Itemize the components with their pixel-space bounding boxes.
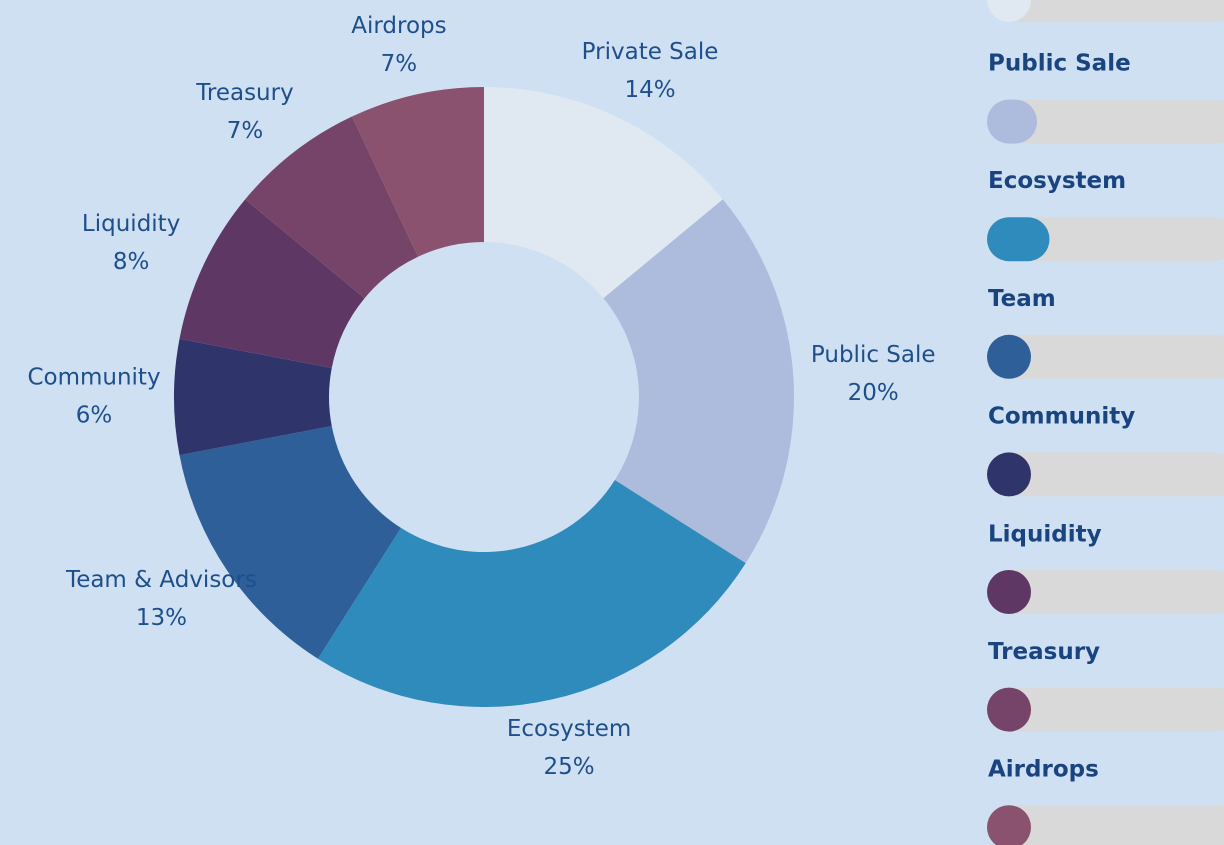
slice-value: 6% [76,403,113,429]
progress-fill [987,570,1031,614]
sidebar-label: Treasury [988,639,1100,665]
sidebar-label: Ecosystem [988,168,1126,194]
donut-slice [317,480,746,707]
slice-label: Liquidity [82,211,180,237]
donut-slice [245,116,419,299]
progress-fill [987,452,1031,497]
progress-fill [987,334,1031,379]
donut-slice [352,87,484,257]
donut-slice [603,199,795,564]
slice-label: Treasury [195,80,294,106]
sidebar-label: Public Sale [988,51,1131,77]
slice-value: 14% [624,77,675,103]
sidebar-label: Team [988,286,1056,312]
donut-slice [484,87,723,299]
progress-fill [987,687,1031,732]
sidebar-label: Liquidity [988,521,1102,547]
progress-track [987,452,1224,497]
progress-fill [987,805,1031,845]
progress-fill [987,99,1037,144]
progress-track [987,687,1224,732]
slice-value: 20% [848,380,899,406]
slice-label: Public Sale [811,342,936,368]
slice-value: 7% [381,51,418,77]
donut-slice [179,426,401,659]
slice-value: 7% [227,118,264,144]
donut-slice [179,199,365,368]
slice-label: Airdrops [351,13,446,39]
progress-track [987,99,1224,144]
slice-value: 8% [113,249,150,275]
progress-track [987,805,1224,845]
progress-fill [987,0,1031,22]
sidebar-label: Community [988,404,1135,430]
slice-label: Team & Advisors [65,567,257,593]
slice-label: Ecosystem [507,716,631,742]
slice-value: 25% [544,754,595,780]
slice-label: Private Sale [582,39,719,65]
progress-track [987,334,1224,379]
progress-fill [987,217,1050,262]
slice-value: 13% [136,605,187,631]
donut-slice [174,338,332,456]
progress-track [987,570,1224,614]
sidebar-label: Airdrops [988,757,1099,783]
progress-track [987,0,1224,22]
slice-label: Community [27,365,160,391]
